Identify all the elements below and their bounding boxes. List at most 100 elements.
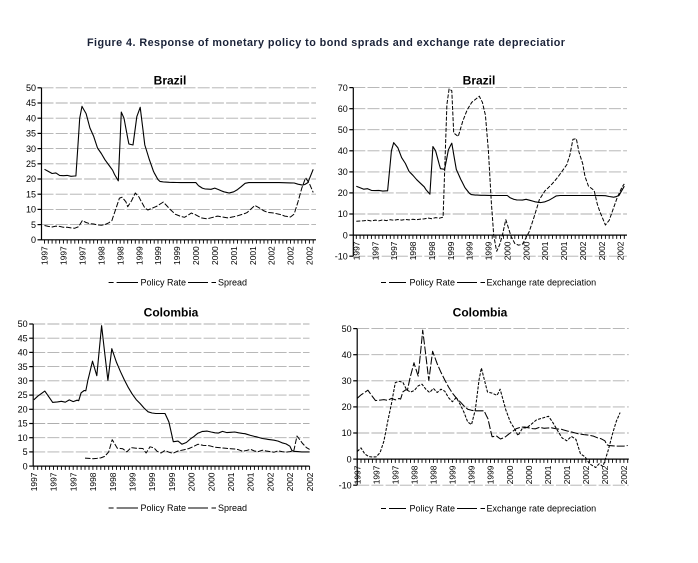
svg-text:2000: 2000 — [505, 465, 515, 484]
svg-text:50: 50 — [338, 125, 348, 135]
svg-text:2001: 2001 — [226, 472, 236, 491]
svg-text:10: 10 — [26, 205, 36, 215]
svg-text:30: 30 — [18, 376, 28, 386]
svg-text:45: 45 — [26, 98, 36, 108]
svg-text:1998: 1998 — [115, 246, 125, 265]
svg-text:Policy Rate: Policy Rate — [141, 503, 187, 513]
svg-text:1999: 1999 — [167, 472, 177, 491]
svg-text:40: 40 — [342, 350, 352, 360]
svg-text:50: 50 — [26, 83, 36, 93]
svg-text:1998: 1998 — [108, 472, 118, 491]
svg-text:20: 20 — [18, 405, 28, 415]
svg-text:2000: 2000 — [187, 472, 197, 491]
svg-text:Figure 4. Response of monetary: Figure 4. Response of monetary policy to… — [87, 37, 566, 49]
svg-text:2002: 2002 — [305, 472, 315, 491]
svg-text:70: 70 — [338, 83, 348, 93]
svg-text:40: 40 — [18, 348, 28, 358]
svg-text:Exchange rate depreciation: Exchange rate depreciation — [487, 278, 597, 288]
svg-text:1997: 1997 — [371, 465, 381, 484]
svg-text:40: 40 — [338, 146, 348, 156]
svg-text:1998: 1998 — [427, 241, 437, 260]
svg-text:1997: 1997 — [29, 472, 39, 491]
svg-text:10: 10 — [18, 433, 28, 443]
svg-text:5: 5 — [23, 447, 28, 457]
svg-text:2000: 2000 — [503, 241, 513, 260]
svg-text:25: 25 — [26, 159, 36, 169]
svg-text:1999: 1999 — [147, 472, 157, 491]
svg-text:2002: 2002 — [616, 241, 626, 260]
svg-text:1998: 1998 — [408, 241, 418, 260]
svg-text:Brazil: Brazil — [463, 74, 496, 88]
svg-text:1997: 1997 — [68, 472, 78, 491]
svg-text:2002: 2002 — [597, 241, 607, 260]
svg-text:5: 5 — [31, 220, 36, 230]
svg-text:1999: 1999 — [172, 246, 182, 265]
svg-text:Colombia: Colombia — [144, 306, 199, 320]
svg-text:2000: 2000 — [524, 465, 534, 484]
svg-text:2002: 2002 — [600, 465, 610, 484]
svg-text:0: 0 — [347, 454, 352, 464]
svg-text:2002: 2002 — [286, 246, 296, 265]
svg-text:25: 25 — [18, 390, 28, 400]
svg-text:20: 20 — [338, 188, 348, 198]
svg-text:1997: 1997 — [352, 465, 362, 484]
svg-text:2001: 2001 — [559, 241, 569, 260]
svg-text:Policy Rate: Policy Rate — [410, 504, 456, 514]
svg-text:60: 60 — [338, 104, 348, 114]
svg-text:Exchange rate depreciation: Exchange rate depreciation — [487, 504, 597, 514]
svg-text:10: 10 — [342, 428, 352, 438]
svg-text:2001: 2001 — [540, 241, 550, 260]
svg-text:0: 0 — [31, 235, 36, 245]
svg-text:1997: 1997 — [78, 246, 88, 265]
svg-text:1997: 1997 — [352, 241, 362, 260]
svg-text:Spread: Spread — [218, 503, 247, 513]
svg-text:2002: 2002 — [267, 246, 277, 265]
svg-text:1998: 1998 — [429, 465, 439, 484]
svg-text:15: 15 — [26, 189, 36, 199]
svg-text:2000: 2000 — [206, 472, 216, 491]
svg-text:10: 10 — [338, 209, 348, 219]
svg-text:Policy Rate: Policy Rate — [410, 278, 456, 288]
svg-text:30: 30 — [338, 167, 348, 177]
svg-text:2001: 2001 — [543, 465, 553, 484]
svg-text:1999: 1999 — [153, 246, 163, 265]
svg-text:1999: 1999 — [448, 465, 458, 484]
svg-text:1997: 1997 — [59, 246, 69, 265]
svg-text:1997: 1997 — [389, 241, 399, 260]
svg-text:20: 20 — [342, 402, 352, 412]
svg-text:1999: 1999 — [484, 241, 494, 260]
svg-text:2000: 2000 — [210, 246, 220, 265]
svg-text:Brazil: Brazil — [154, 74, 187, 88]
svg-text:2000: 2000 — [191, 246, 201, 265]
svg-text:1998: 1998 — [88, 472, 98, 491]
svg-text:45: 45 — [18, 333, 28, 343]
svg-text:2002: 2002 — [265, 472, 275, 491]
svg-text:Policy Rate: Policy Rate — [141, 278, 187, 288]
svg-text:-10: -10 — [339, 480, 352, 490]
svg-text:35: 35 — [26, 129, 36, 139]
svg-text:1999: 1999 — [486, 465, 496, 484]
svg-text:-10: -10 — [335, 251, 348, 261]
svg-text:1998: 1998 — [410, 465, 420, 484]
svg-text:50: 50 — [18, 319, 28, 329]
svg-text:1999: 1999 — [446, 241, 456, 260]
svg-text:1999: 1999 — [467, 465, 477, 484]
svg-text:2002: 2002 — [619, 465, 629, 484]
svg-text:1997: 1997 — [40, 246, 50, 265]
svg-text:Spread: Spread — [218, 278, 247, 288]
svg-text:2002: 2002 — [285, 472, 295, 491]
svg-text:2002: 2002 — [578, 241, 588, 260]
svg-text:20: 20 — [26, 174, 36, 184]
svg-text:1999: 1999 — [465, 241, 475, 260]
svg-text:1999: 1999 — [128, 472, 138, 491]
svg-text:0: 0 — [23, 461, 28, 471]
svg-text:1997: 1997 — [391, 465, 401, 484]
svg-text:2001: 2001 — [246, 472, 256, 491]
svg-text:2001: 2001 — [562, 465, 572, 484]
svg-text:1997: 1997 — [49, 472, 59, 491]
svg-text:2002: 2002 — [581, 465, 591, 484]
svg-text:2001: 2001 — [229, 246, 239, 265]
svg-text:1999: 1999 — [134, 246, 144, 265]
svg-text:40: 40 — [26, 113, 36, 123]
svg-text:35: 35 — [18, 362, 28, 372]
